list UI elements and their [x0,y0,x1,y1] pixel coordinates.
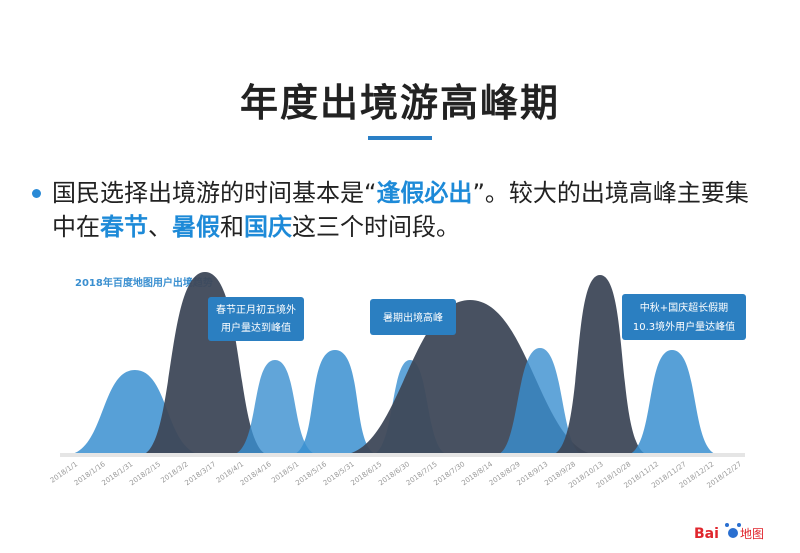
callout: 中秋+国庆超长假期 10.3境外用户量达峰值 [622,294,746,340]
text: ”。较大的出境高峰主要集中在 [52,179,749,241]
callout-text: 用户量达到峰值 [221,321,291,334]
bullet-text: 国民选择出境游的时间基本是“逢假必出”。较大的出境高峰主要集中在春节、暑假和国庆… [32,176,772,244]
logo-paw [737,523,741,527]
chart-caption: 2018年百度地图用户出境趋势 [75,276,213,289]
callout-box [622,294,746,340]
callout: 春节正月初五境外 用户量达到峰值 [208,297,304,341]
date-labels: 2018/1/12018/1/162018/1/312018/2/152018/… [49,460,743,490]
curves [65,272,720,455]
callout-text: 中秋+国庆超长假期 [640,301,728,314]
text: 国民选择出境游的时间基本是“ [52,179,377,207]
date-label: 2018/4/16 [239,460,273,487]
highlight-text: 春节 [100,213,148,241]
callout-text: 春节正月初五境外 [216,303,296,316]
curve [230,360,320,455]
logo-paw [728,528,738,538]
curve-dark [550,275,650,455]
text: 和 [220,213,244,241]
title-underline [368,136,432,140]
highlight-text: 国庆 [244,213,292,241]
highlight-text: 逢假必出 [376,179,473,207]
curve [290,350,380,455]
date-label: 2018/2/15 [128,460,162,487]
callout-text: 10.3境外用户量达峰值 [633,320,735,333]
logo: Bai 地图 [694,523,764,542]
logo-product: 地图 [740,527,764,541]
curve [625,350,720,455]
logo-brand: Bai [694,526,719,542]
highlight-text: 暑假 [172,213,220,241]
callout-box [208,297,304,341]
text: 这三个时间段。 [292,213,460,241]
callout-box [370,299,456,335]
logo-paw [725,523,729,527]
callout: 暑期出境高峰 [370,299,456,335]
date-label: 2018/3/17 [183,460,217,487]
callout-text: 暑期出境高峰 [383,311,443,324]
text: 、 [148,213,172,241]
curve-dark [140,272,270,455]
curve [495,348,585,455]
title: 年度出境游高峰期 [239,81,560,125]
